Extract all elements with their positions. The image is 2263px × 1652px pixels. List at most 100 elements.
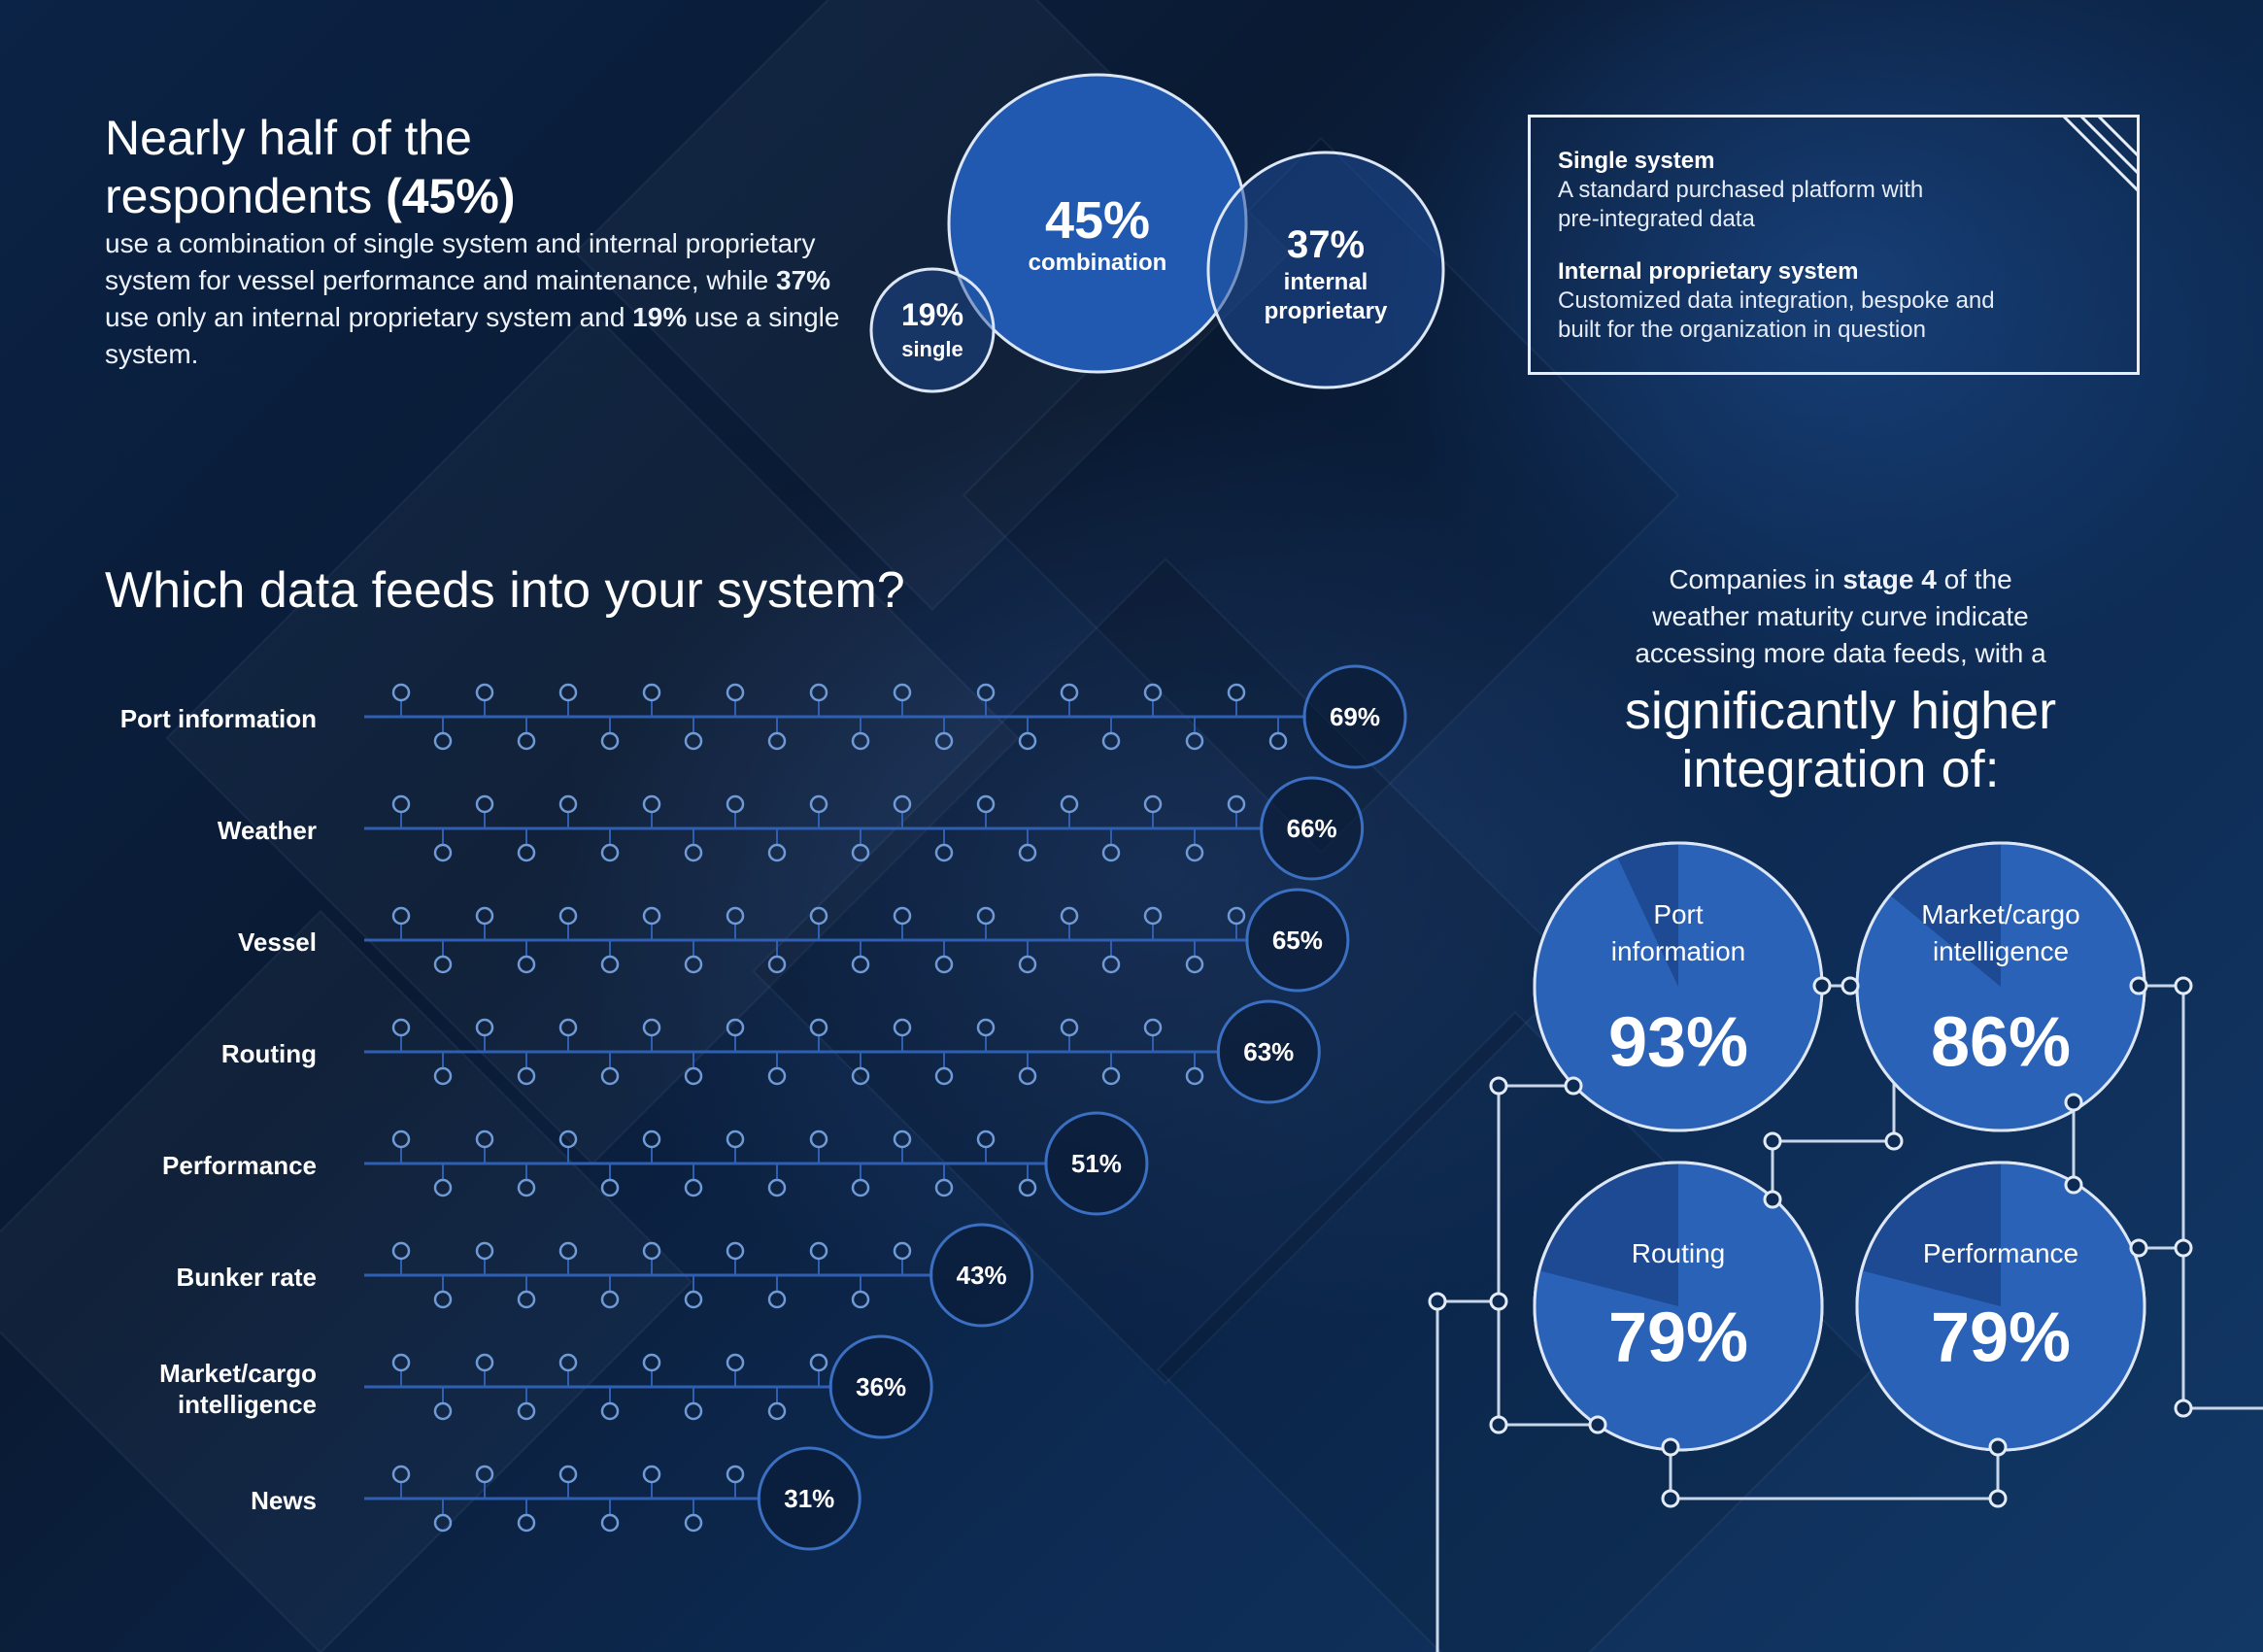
feed-pin-node	[1185, 955, 1204, 974]
feed-category-label-line: Performance	[162, 1151, 317, 1180]
feed-pin-node	[684, 1513, 703, 1533]
bubble-single-value: 19%	[901, 297, 963, 332]
feed-pin-node	[767, 1066, 787, 1086]
feed-pin-node	[809, 794, 828, 814]
feed-pin-node	[475, 1353, 494, 1372]
feed-bar: 65%	[364, 888, 1350, 993]
feed-category-label-line: Port information	[119, 704, 317, 733]
feed-pin-node	[475, 683, 494, 702]
feed-pin-node	[642, 1018, 661, 1037]
feed-pin-node	[600, 955, 620, 974]
feed-value-label: 63%	[1243, 1037, 1294, 1066]
feed-pin-node	[976, 683, 996, 702]
feed-pin-node	[475, 1018, 494, 1037]
feed-pin-node	[893, 1241, 912, 1261]
feed-pin-node	[1185, 843, 1204, 862]
feed-pin-node	[600, 843, 620, 862]
feed-pin-node	[433, 1178, 453, 1197]
feed-pin-node	[851, 731, 870, 751]
feed-pin-node	[976, 794, 996, 814]
feed-category-label: Weather	[64, 815, 317, 846]
stage-circle-label: Routing	[1632, 1238, 1726, 1268]
feed-pin-node	[558, 1241, 578, 1261]
stage-line2: weather maturity curve indicate	[1652, 601, 2029, 631]
stage-circle: Performance 79%	[1855, 1161, 2146, 1452]
feed-pin-node	[558, 1353, 578, 1372]
feed-pin-node	[517, 731, 536, 751]
feed-pin-node	[893, 683, 912, 702]
stage-circle: Market/cargo intelligence 86%	[1855, 841, 2146, 1132]
bubble-internal-value: 37%	[1287, 223, 1365, 266]
feed-pin-node	[726, 1465, 745, 1484]
feed-pin-node	[391, 906, 411, 926]
feed-category-label-line: Weather	[217, 816, 317, 845]
feed-pin-node	[517, 1178, 536, 1197]
feed-value-label: 65%	[1272, 926, 1323, 955]
feed-pin-node	[767, 955, 787, 974]
feed-pin-node	[600, 1513, 620, 1533]
stage-line1-part: of the	[1936, 564, 2012, 594]
bubble-internal-label-1: internal	[1284, 269, 1368, 295]
feed-pin-node	[893, 794, 912, 814]
feed-pin-node	[642, 794, 661, 814]
feed-pin-node	[893, 1129, 912, 1149]
feed-category-label-line: Routing	[220, 1039, 317, 1068]
feed-pin-node	[684, 1178, 703, 1197]
feed-pin-node	[934, 731, 954, 751]
feed-pin-node	[1185, 731, 1204, 751]
legend-single-desc-1: A standard purchased platform with	[1558, 177, 1924, 203]
feed-pin-node	[391, 794, 411, 814]
feed-pin-node	[767, 1178, 787, 1197]
feed-pin-node	[558, 1018, 578, 1037]
feed-bar: 69%	[364, 664, 1407, 769]
feed-value-circle	[1302, 664, 1407, 769]
connector-nodes	[1428, 976, 2193, 1508]
headline-body-part: use a combination of single system and i…	[105, 228, 816, 295]
bubble-combination-value: 45%	[1045, 191, 1150, 250]
feed-pin-node	[558, 794, 578, 814]
feed-pin-node	[558, 1129, 578, 1149]
legend-internal-desc-1: Customized data integration, bespoke and	[1558, 287, 1995, 314]
feed-pin-node	[517, 1513, 536, 1533]
feed-category-label-line: intelligence	[177, 1390, 317, 1419]
feed-pin-node	[684, 731, 703, 751]
feed-category-label-line: Market/cargo	[159, 1359, 317, 1388]
stage-wedge	[1534, 1163, 1822, 1451]
corner-stripes-icon	[2062, 115, 2140, 192]
feed-pin-node	[1143, 906, 1163, 926]
stage-circle-value: 79%	[1608, 1299, 1748, 1377]
feed-pin-node	[1060, 906, 1079, 926]
headline-line2: respondents	[105, 169, 387, 223]
feed-value-circle	[828, 1334, 933, 1439]
headline-block: Nearly half of the respondents (45%) use…	[105, 109, 843, 373]
feed-pin-node	[433, 1513, 453, 1533]
feed-pin-node	[433, 1066, 453, 1086]
feed-pin-node	[726, 1018, 745, 1037]
feed-pin-node	[1060, 683, 1079, 702]
feed-category-label: Performance	[64, 1150, 317, 1181]
stage-circle-value: 86%	[1931, 1004, 2071, 1082]
feed-pin-node	[809, 1353, 828, 1372]
feed-bar: 43%	[364, 1223, 1034, 1328]
feed-pin-node	[726, 1129, 745, 1149]
feed-value-label: 69%	[1330, 702, 1380, 731]
legend-single-title: Single system	[1558, 148, 1715, 174]
feed-pin-node	[1101, 731, 1121, 751]
feed-pin-node	[976, 906, 996, 926]
stage-circle-value: 93%	[1608, 1004, 1748, 1082]
feed-category-label: Port information	[64, 703, 317, 734]
stage-circle: Port information 93%	[1533, 841, 1824, 1132]
stage-circle-value: 79%	[1931, 1299, 2071, 1377]
feed-pin-node	[851, 955, 870, 974]
stage-big-1: significantly higher	[1624, 682, 2057, 740]
feed-pin-node	[1101, 955, 1121, 974]
feed-pin-node	[767, 1290, 787, 1309]
feed-category-label-line: Bunker rate	[176, 1263, 318, 1292]
feed-pin-node	[475, 1241, 494, 1261]
feed-pin-node	[851, 1178, 870, 1197]
feed-pin-node	[809, 683, 828, 702]
feed-category-label: Market/cargo intelligence	[64, 1358, 317, 1420]
headline-body-part: use a single system.	[105, 302, 840, 369]
feed-pin-node	[1018, 1066, 1037, 1086]
